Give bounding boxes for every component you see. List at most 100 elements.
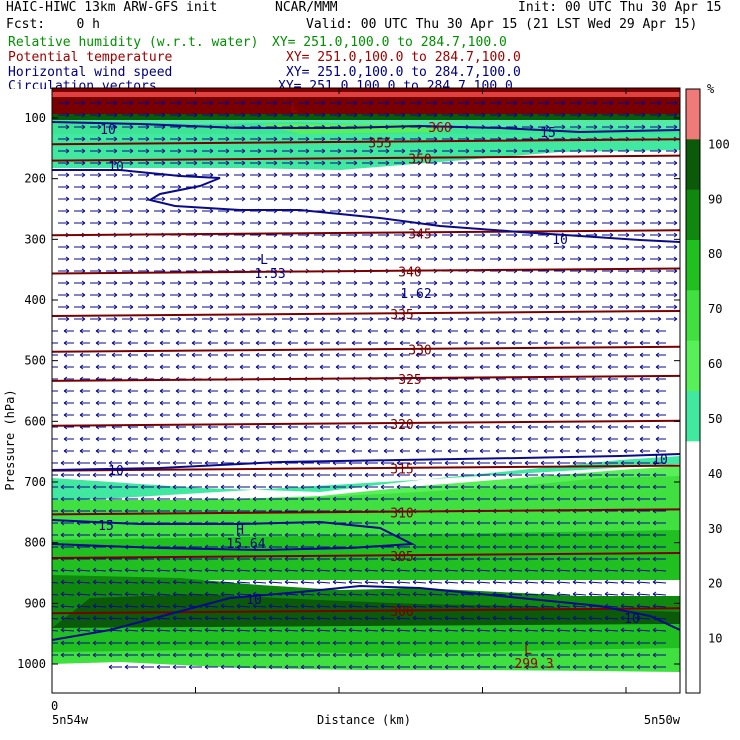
contour-label: 10 [100,123,116,138]
colorbar-segment [686,542,700,593]
extremum-value: 1.62 [400,287,431,302]
theta-contour [52,154,680,162]
theta-contour-label: 340 [398,265,421,280]
theta-contour-label: 310 [390,506,413,521]
colorbar-tick-label: 40 [708,467,722,481]
y-axis-label: Pressure (hPa) [3,389,17,490]
contour-labels-layer: 355 350 345 340 335 330 325 320 315 310 305 300 360 1… [98,101,668,672]
colorbar-segment [686,441,700,493]
theta-contour-label: 305 [390,550,413,565]
theta-contour [52,552,680,560]
colorbar-tick-label: 90 [708,192,722,206]
field-wind-xy: XY= 251.0,100.0 to 284.7,100.0 [286,65,521,80]
contour-label: 15 [98,519,114,534]
contour-label: 10 [624,612,640,627]
colorbar-segment [686,592,700,644]
extremum-value: 15.64 [226,537,265,552]
y-tick-label: 1000 [17,657,46,671]
theta-contour-label: 345 [408,227,431,242]
contour-label: 10 [552,233,568,248]
extremum-marker: L [290,101,298,116]
theta-contour-label: 325 [398,373,421,388]
colorbar-frame [685,88,701,694]
x-left-label: 5n54w [52,713,89,727]
contour-label: 360 [428,121,451,136]
extremum-marker: L [524,643,532,658]
colorbar-segment [686,290,700,342]
wind-speed-contours-layer [52,121,680,641]
colorbar-segment [686,189,700,241]
wind-contour-10-lower [52,453,680,471]
colorbar-tick-label: 80 [708,247,722,261]
colorbar-tick-label: 70 [708,302,722,316]
wind-contour-15 [52,519,416,552]
field-theta-name: Potential temperature [8,50,173,65]
theta-contour [52,508,680,516]
y-tick-label: 400 [24,293,46,307]
colorbar-segment [686,240,700,291]
colorbar-unit: % [707,82,715,96]
x-axis-label: Distance (km) [317,713,411,727]
colorbar-tick-label: 20 [708,577,722,591]
colorbar-tick-label: 100 [708,137,730,151]
theta-contour [52,229,680,237]
y-axis: 100 200 300 400 500 600 700 800 900 1000 [17,111,680,671]
x-axis [51,88,627,693]
org-title: NCAR/MMM [275,0,338,15]
extremum-marker: L [260,253,268,268]
theta-contour-label: 335 [390,308,413,323]
extremum-marker: H [236,523,244,538]
field-vectors-name: Circulation vectors [8,80,157,89]
wind-contour-10-upper [52,169,680,243]
field-rh-xy: XY= 251.0,100.0 to 284.7,100.0 [272,35,507,50]
contour-label: 10 [108,464,124,479]
y-tick-label: 900 [24,596,46,610]
y-tick-label: 600 [24,414,46,428]
field-rh-name: Relative humidity (w.r.t. water) [8,35,259,50]
theta-contour [52,309,680,317]
colorbar-segment [686,139,700,191]
rh-cyan-mid [52,456,680,502]
y-tick-label: 100 [24,111,46,125]
theta-contour-label: 315 [390,463,413,478]
theta-contour [52,419,680,427]
theta-contour [52,607,680,615]
y-tick-label: 300 [24,232,46,246]
theta-contour-label: 355 [368,136,391,151]
y-tick-label: 800 [24,536,46,550]
valid-time: Valid: 00 UTC Thu 30 Apr 15 (21 LST Wed … [306,17,698,32]
theta-contour [52,374,680,382]
extremum-value: 1.53 [254,267,285,282]
contour-label: 10 [246,593,262,608]
model-title: HAIC-HIWC 13km ARW-GFS init [6,0,218,15]
wind-contour-10-low [52,584,680,641]
theta-contour [52,464,680,472]
plot-frame [51,87,681,694]
field-wind-name: Horizontal wind speed [8,65,173,80]
y-tick-label: 500 [24,354,46,368]
rh-band-cap [52,92,680,97]
y-tick-label: 200 [24,172,46,186]
theta-contour-label: 330 [408,344,431,359]
rh-lightgreen-bottom [52,648,680,672]
colorbar-segment [686,89,700,140]
theta-contour-label: 300 [390,605,413,620]
forecast-hour: Fcst: 0 h [6,17,100,32]
colorbar-tick-label: 50 [708,412,722,426]
theta-contour [52,267,680,275]
y-tick-label: 700 [24,475,46,489]
contour-label: 10 [652,453,668,468]
init-time: Init: 00 UTC Thu 30 Apr 15 [518,0,722,15]
colorbar-segment [686,642,700,694]
contour-label: 10 [108,160,124,175]
field-theta-xy: XY= 251.0,100.0 to 284.7,100.0 [286,50,521,65]
ground [52,662,680,693]
field-vectors-xy: XY= 251.0,100.0 to 284.7,100.0 [278,80,513,89]
rh-fill-layer [52,88,680,693]
theta-contours-layer [52,138,680,615]
colorbar-segment [686,391,700,442]
colorbar: 10 20 30 40 50 60 70 80 90 100 [685,88,730,694]
extremum-value: 299.3 [514,657,553,672]
colorbar-tick-label: 10 [708,632,722,646]
